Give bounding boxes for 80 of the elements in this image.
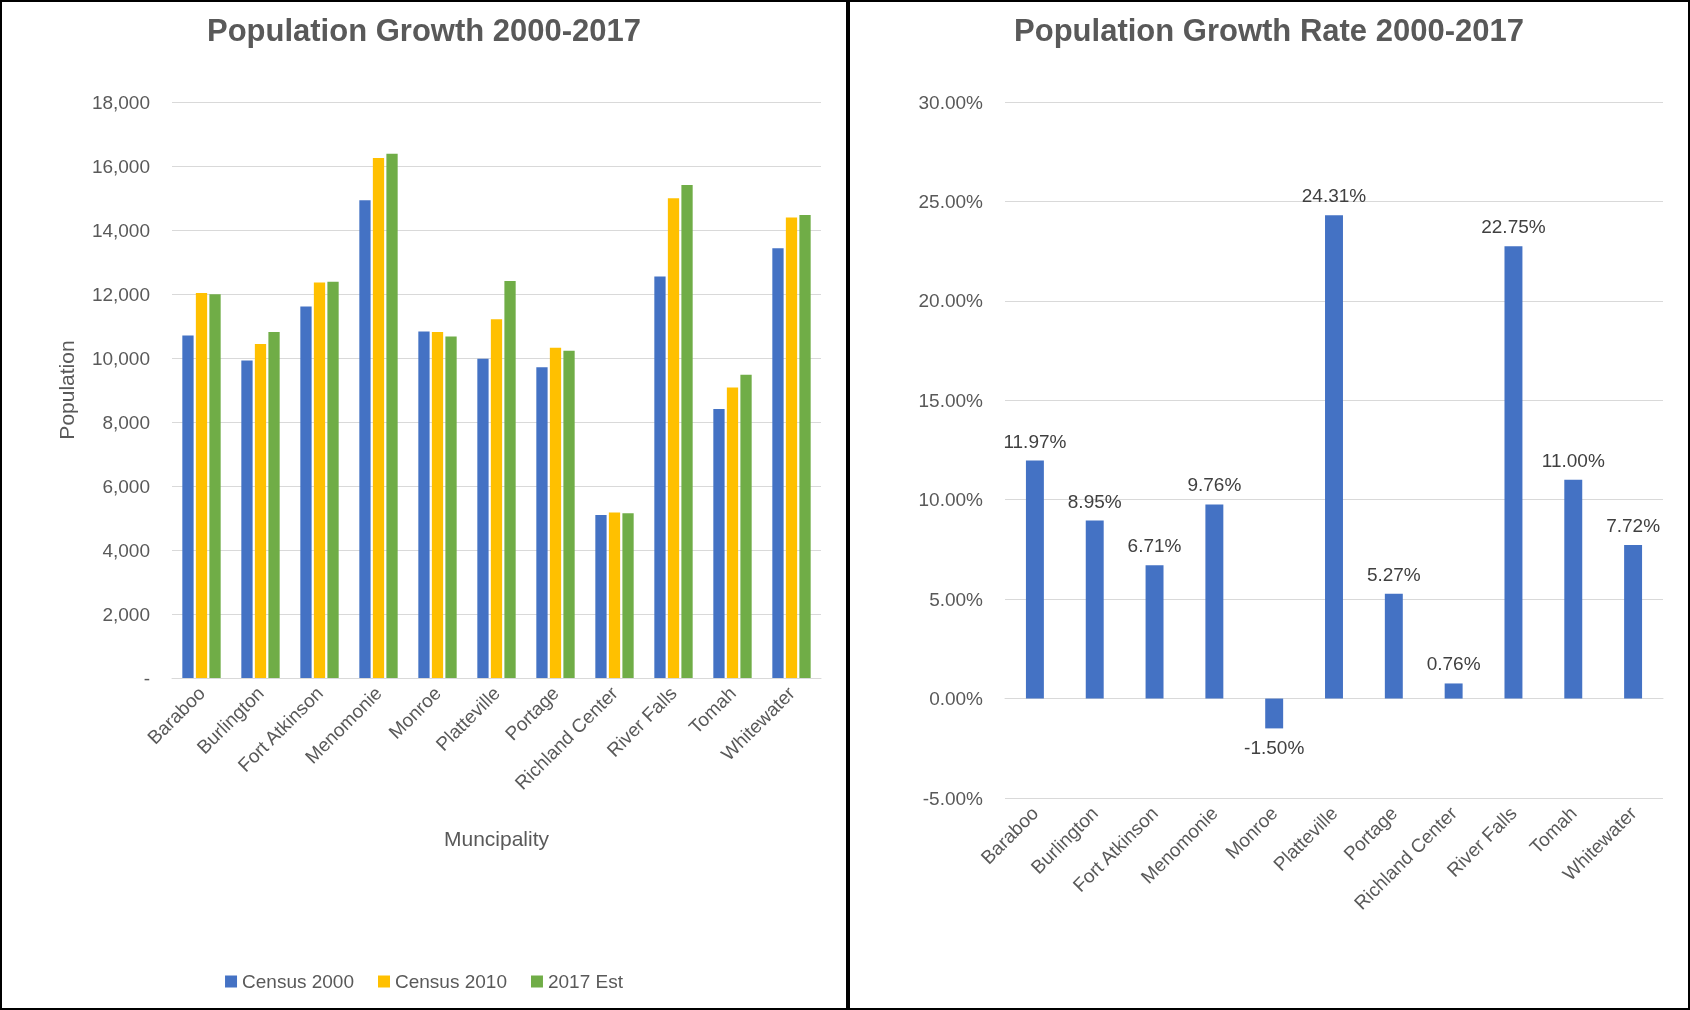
y-tick-label: 6,000	[102, 475, 150, 497]
bar	[418, 331, 430, 678]
bar	[608, 512, 621, 678]
y-tick-label: 5.00%	[929, 588, 984, 610]
y-tick-label: 15.00%	[918, 389, 984, 411]
bar	[772, 248, 784, 678]
bar	[1205, 504, 1224, 699]
bar	[1384, 593, 1403, 699]
bar	[268, 332, 280, 678]
bar	[654, 276, 666, 678]
bar	[1265, 698, 1284, 729]
legend-label: Census 2000	[242, 971, 354, 992]
y-tick-label: 10.00%	[918, 489, 984, 511]
data-label: 7.72%	[1606, 515, 1661, 537]
bar	[195, 293, 208, 678]
legend-label: Census 2010	[395, 971, 507, 992]
y-tick-label: 20.00%	[918, 290, 984, 312]
bar	[254, 343, 267, 678]
bar	[477, 358, 489, 678]
bar	[1624, 545, 1643, 699]
bar	[209, 294, 221, 678]
bar	[359, 200, 371, 678]
data-label: 6.71%	[1127, 535, 1182, 557]
bar	[1504, 246, 1523, 699]
y-tick-label: 18,000	[91, 91, 150, 113]
data-label: 24.31%	[1301, 185, 1367, 207]
data-label: -1.50%	[1244, 737, 1305, 759]
data-label: 0.76%	[1426, 653, 1481, 675]
y-tick-label: -5.00%	[922, 787, 984, 809]
bar	[1444, 683, 1463, 699]
bar	[313, 282, 326, 678]
bar	[241, 360, 253, 678]
bar	[1025, 460, 1044, 699]
y-axis-title: Population	[55, 340, 78, 440]
bar	[622, 513, 634, 678]
bar	[536, 367, 548, 678]
data-label: 22.75%	[1481, 216, 1546, 238]
bar	[595, 515, 607, 678]
y-tick-label: 16,000	[91, 155, 150, 177]
bar	[549, 347, 562, 678]
bar	[386, 153, 398, 678]
y-tick-label: 4,000	[102, 539, 150, 561]
bar	[726, 387, 739, 678]
bar	[327, 281, 339, 678]
y-tick-label: 14,000	[91, 219, 150, 241]
data-label: 11.97%	[1003, 430, 1067, 452]
bar	[799, 214, 811, 678]
bar	[681, 184, 693, 678]
y-tick-label: 25.00%	[918, 190, 984, 212]
bar	[1145, 565, 1164, 699]
bar	[431, 332, 444, 678]
bar	[490, 319, 503, 678]
bar	[300, 306, 312, 678]
bar	[1085, 520, 1104, 699]
bar	[667, 198, 680, 678]
y-tick-label: 30.00%	[918, 91, 984, 113]
data-label: 11.00%	[1541, 449, 1605, 471]
bar	[372, 158, 385, 678]
bar	[504, 280, 516, 678]
x-axis-title: Muncipality	[443, 827, 550, 850]
bar	[182, 335, 194, 678]
bar	[740, 374, 752, 678]
y-tick-label: 0.00%	[929, 688, 984, 710]
data-label: 9.76%	[1187, 474, 1242, 496]
y-tick-label: 10,000	[91, 347, 150, 369]
chart-title: Population Growth 2000-2017	[206, 13, 642, 48]
y-tick-label: 2,000	[102, 603, 150, 625]
y-tick-label: 12,000	[91, 283, 150, 305]
data-label: 5.27%	[1366, 563, 1421, 585]
y-tick-label: -	[143, 667, 150, 689]
bar	[785, 217, 798, 678]
bar	[1564, 479, 1583, 699]
y-tick-label: 8,000	[102, 411, 150, 433]
legend-label: 2017 Est	[547, 971, 624, 992]
bar	[713, 408, 725, 678]
bar	[445, 336, 457, 678]
bar	[1325, 215, 1343, 699]
bar	[563, 350, 575, 678]
chart-title: Population Growth Rate 2000-2017	[1014, 13, 1524, 48]
data-label: 8.95%	[1067, 490, 1122, 512]
